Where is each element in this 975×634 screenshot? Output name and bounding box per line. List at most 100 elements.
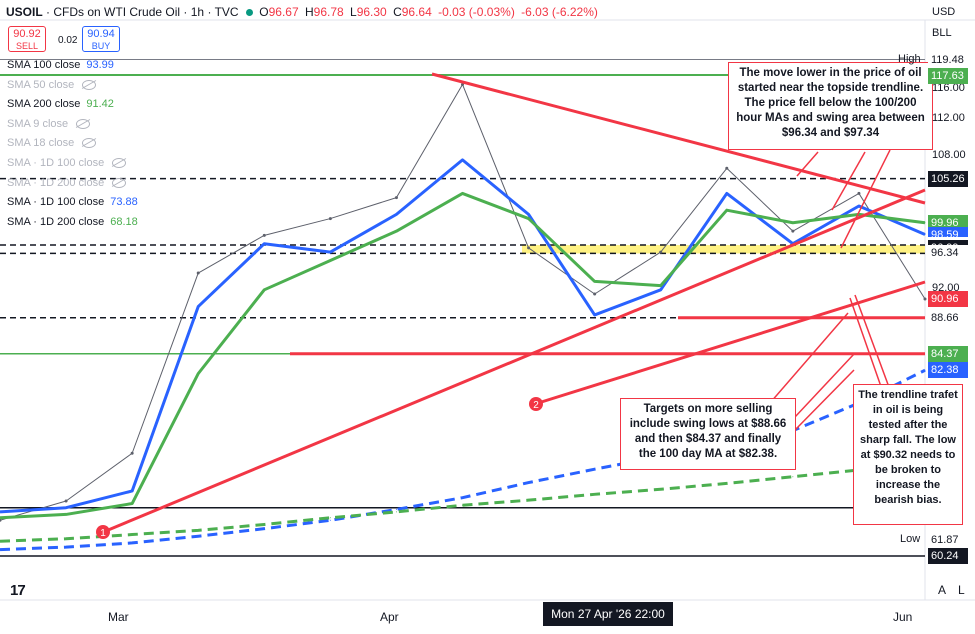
price-label: 90.96 bbox=[928, 290, 968, 307]
eye-off-icon[interactable] bbox=[112, 158, 127, 169]
sma100-series-point bbox=[528, 213, 530, 215]
sma200-series-point bbox=[395, 230, 397, 232]
sma-1d-200-series-point bbox=[395, 511, 397, 513]
svg-text:1: 1 bbox=[100, 528, 106, 539]
legend-label: SMA 100 close bbox=[7, 59, 81, 71]
sma-1d-100-series-point bbox=[462, 497, 463, 499]
sma100-series-point bbox=[65, 507, 67, 509]
marker-2: 2 bbox=[529, 397, 543, 411]
price-series-point bbox=[262, 233, 266, 237]
annotation-targets: Targets on more selling include swing lo… bbox=[620, 398, 796, 470]
legend-item[interactable]: SMA 18 close bbox=[7, 134, 97, 152]
eye-off-icon[interactable] bbox=[82, 79, 97, 90]
legend-value: 68.18 bbox=[110, 215, 138, 228]
eye-off-icon[interactable] bbox=[112, 177, 127, 188]
price-label: 117.63 bbox=[928, 68, 968, 84]
legend-value: 93.99 bbox=[86, 59, 114, 71]
sma200-series-point bbox=[0, 517, 1, 519]
interval[interactable]: 1h bbox=[190, 5, 205, 19]
swing-area-band bbox=[522, 245, 925, 254]
legend-item[interactable]: SMA · 1D 200 close 68.18 bbox=[7, 213, 138, 231]
change-value: -0.03 (-0.03%) bbox=[438, 5, 515, 19]
sell-price: 90.92 bbox=[13, 28, 41, 40]
sma100-series-point bbox=[660, 289, 662, 291]
legend-item[interactable]: SMA · 1D 100 close bbox=[7, 154, 127, 172]
sma100-series-point bbox=[395, 213, 397, 215]
eye-off-icon[interactable] bbox=[82, 138, 97, 149]
price-label: 84.37 bbox=[928, 345, 968, 362]
price-series-point bbox=[328, 217, 332, 221]
eye-off-icon[interactable] bbox=[76, 118, 91, 129]
legend-label: SMA 50 close bbox=[7, 78, 75, 91]
high-label: H bbox=[304, 5, 314, 19]
lower-trendline-2 bbox=[534, 280, 926, 406]
legend-label: SMA · 1D 200 close bbox=[7, 215, 105, 228]
sma100-series-point bbox=[329, 251, 331, 253]
price-series-point bbox=[64, 499, 68, 503]
sma-1d-100-series-point bbox=[594, 468, 596, 470]
sma100-series-point bbox=[924, 233, 926, 235]
sma200-series-point bbox=[65, 513, 67, 515]
price-label: 61.87 bbox=[928, 532, 968, 548]
high-value: 96.78 bbox=[313, 5, 344, 19]
sma-1d-100-series-point bbox=[263, 528, 265, 530]
price-label: 119.48 bbox=[928, 52, 968, 68]
sma100-series-point bbox=[594, 314, 596, 316]
legend-value: 73.88 bbox=[110, 196, 138, 209]
sma-1d-100-series-point bbox=[0, 549, 1, 551]
legend-item[interactable]: SMA 9 close bbox=[7, 115, 91, 133]
sma200-series-point bbox=[924, 222, 926, 224]
sma-1d-200-series-point bbox=[594, 493, 596, 495]
legend-item[interactable]: SMA 100 close 93.99 bbox=[7, 56, 114, 74]
low-value: 96.30 bbox=[356, 5, 387, 19]
sma200-series-point bbox=[726, 209, 728, 211]
legend-item[interactable]: SMA · 1D 200 close bbox=[7, 174, 127, 192]
buy-button[interactable]: 90.94 BUY bbox=[82, 26, 120, 52]
legend-item[interactable]: SMA 200 close 91.42 bbox=[7, 95, 114, 113]
data-source: TVC bbox=[214, 5, 239, 19]
sma200-series-point bbox=[594, 280, 596, 282]
currency-label[interactable]: USD bbox=[932, 6, 956, 18]
sma-1d-100-series-point bbox=[924, 369, 926, 371]
symbol-name[interactable]: USOIL bbox=[6, 5, 43, 19]
auto-scale-button[interactable]: A bbox=[938, 583, 947, 597]
sell-label: SELL bbox=[15, 41, 39, 51]
sma200-series-point bbox=[197, 373, 199, 375]
sma-1d-100-series-point bbox=[131, 542, 133, 544]
x-label-mar: Mar bbox=[108, 610, 129, 624]
sma-1d-200-series-point bbox=[197, 529, 199, 531]
sma100-series-point bbox=[131, 490, 133, 492]
crosshair-date-label: Mon 27 Apr '26 22:00 bbox=[543, 602, 673, 626]
price-tick: 112.00 bbox=[932, 112, 965, 124]
annotation-top: The move lower in the price of oil start… bbox=[728, 62, 933, 150]
legend-label: SMA · 1D 200 close bbox=[7, 176, 105, 189]
legend-item[interactable]: SMA 50 close bbox=[7, 76, 97, 94]
lower-trendline-1 bbox=[100, 188, 926, 535]
price-label: 60.24 bbox=[928, 548, 968, 564]
legend-item[interactable]: SMA · 1D 100 close 73.88 bbox=[7, 193, 138, 211]
price-tick: 116.00 bbox=[932, 82, 965, 94]
sma-1d-100-series-point bbox=[395, 508, 397, 510]
close-label: C bbox=[393, 5, 402, 19]
tradingview-logo[interactable]: 17 bbox=[10, 582, 26, 599]
sma-1d-100-series-point bbox=[65, 546, 67, 548]
sma200-series-point bbox=[792, 222, 794, 224]
price-series-point bbox=[130, 451, 134, 455]
legend-label: SMA · 1D 100 close bbox=[7, 157, 105, 169]
change-value-2: -6.03 (-6.22%) bbox=[521, 5, 598, 19]
sma-1d-200-series-point bbox=[263, 523, 265, 525]
price-series-point bbox=[593, 292, 597, 296]
sell-button[interactable]: 90.92 SELL bbox=[8, 26, 46, 52]
legend-label: SMA 200 close bbox=[7, 98, 81, 111]
log-scale-button[interactable]: L bbox=[958, 583, 965, 597]
close-value: 96.64 bbox=[401, 5, 432, 19]
sma-1d-200-series-point bbox=[726, 482, 728, 484]
sma200-series-point bbox=[660, 285, 662, 287]
sma-1d-200-series-point bbox=[792, 476, 794, 478]
unit-label[interactable]: BLL bbox=[932, 27, 952, 39]
sma-1d-200-series-point bbox=[0, 540, 1, 542]
sma-1d-200-series-point bbox=[65, 538, 67, 540]
price-series-point bbox=[791, 229, 795, 233]
sma200-series-point bbox=[462, 192, 463, 194]
sma200-series-point bbox=[131, 503, 133, 505]
